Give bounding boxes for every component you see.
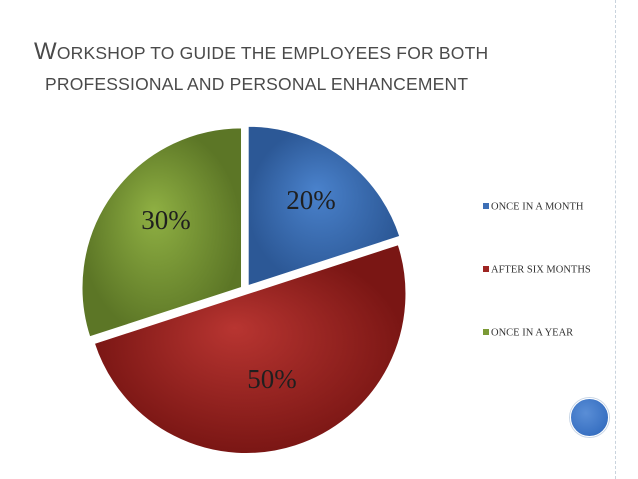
slide-title: WORKSHOP TO GUIDE THE EMPLOYEES FOR BOTH…	[34, 36, 594, 100]
slide-divider-line	[615, 0, 616, 479]
pie-slice-after-six-months	[93, 243, 407, 455]
pie-data-labels: 20% 50% 30%	[141, 185, 336, 394]
legend-label-once-in-a-month: ONCE IN A MONTH	[491, 202, 584, 213]
title-line-2: PROFESSIONAL AND PERSONAL ENHANCEMENT	[45, 74, 469, 94]
chart-legend: ONCE IN A MONTH AFTER SIX MONTHS ONCE IN A…	[483, 202, 591, 339]
legend-swatch-once-in-a-month	[483, 203, 489, 209]
decorative-circle	[570, 398, 609, 437]
data-label-once-in-a-month: 20%	[286, 185, 336, 215]
legend-swatch-once-in-a-year	[483, 329, 489, 335]
pie-slice-once-in-a-month	[247, 125, 402, 287]
legend-label-once-in-a-year: ONCE IN A YEAR	[491, 328, 573, 339]
legend-swatch-after-six-months	[483, 266, 489, 272]
pie-slices	[81, 125, 407, 455]
legend-label-after-six-months: AFTER SIX MONTHS	[491, 265, 591, 276]
title-line-1: ORKSHOP TO GUIDE THE EMPLOYEES FOR BOTH	[56, 43, 489, 63]
title-first-letter: W	[34, 38, 57, 65]
pie-slice-once-in-a-year	[81, 126, 243, 339]
data-label-once-in-a-year: 30%	[141, 205, 191, 235]
data-label-after-six-months: 50%	[247, 364, 297, 394]
